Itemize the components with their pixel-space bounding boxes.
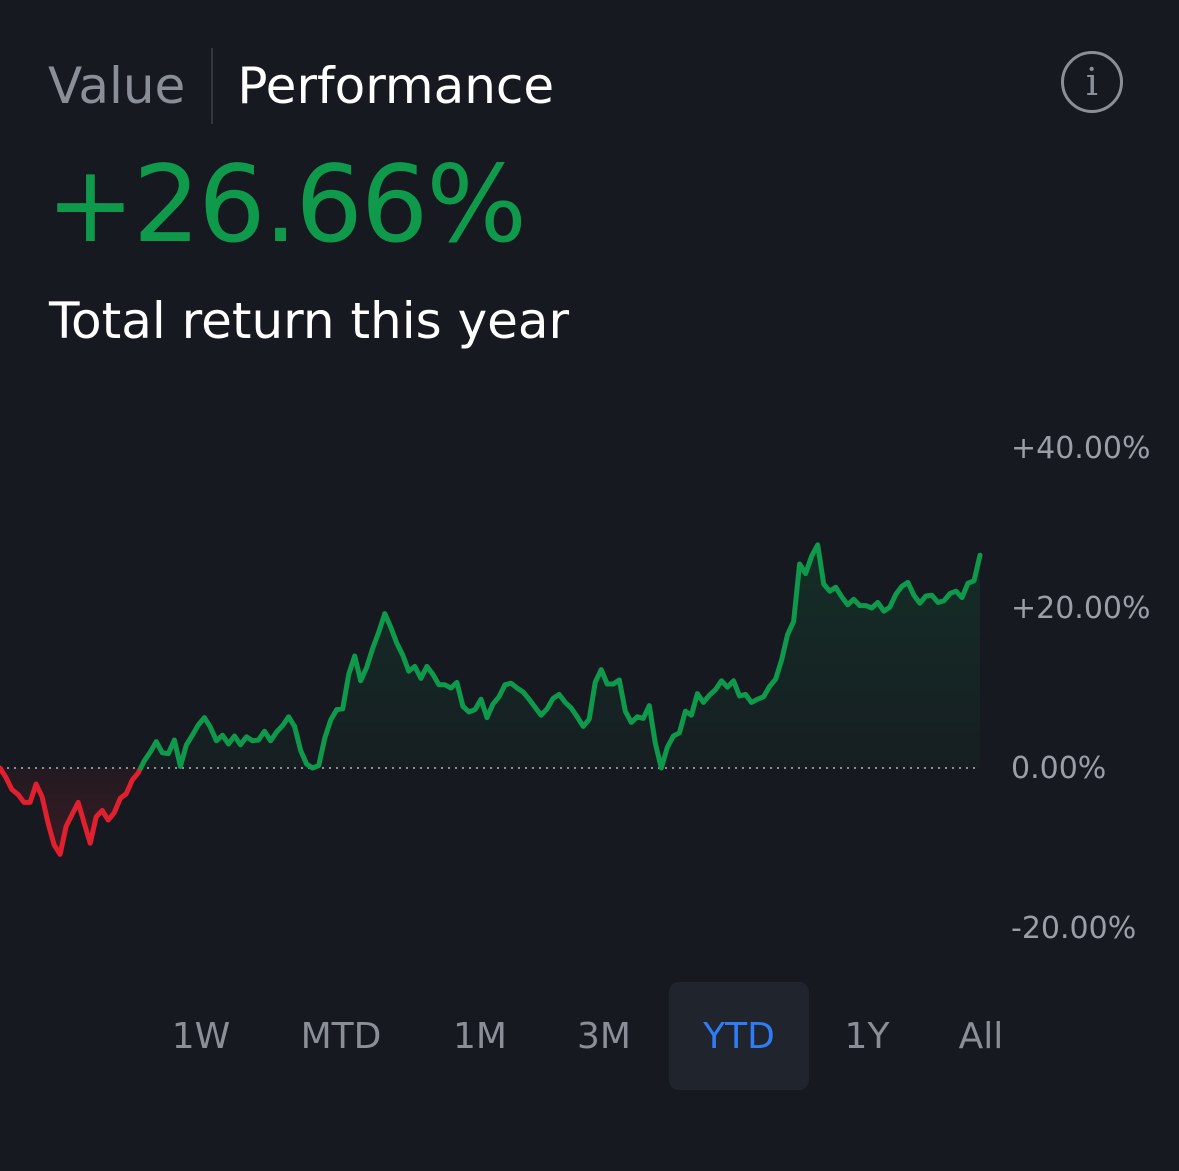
- y-tick-label: -20.00%: [1011, 911, 1136, 946]
- range-1w-button[interactable]: 1W: [172, 982, 231, 1090]
- view-tabs: Value Performance: [48, 48, 554, 124]
- y-tick-label: +20.00%: [1011, 591, 1151, 626]
- range-all-button[interactable]: All: [959, 982, 1004, 1090]
- tab-performance[interactable]: Performance: [237, 48, 554, 124]
- series-line-positive: [138, 542, 983, 771]
- total-return-caption: Total return this year: [49, 292, 570, 350]
- positive-area-fill: [0, 544, 980, 768]
- range-mtd-button[interactable]: MTD: [301, 982, 382, 1090]
- negative-area-fill: [0, 768, 980, 855]
- total-return-value: +26.66%: [46, 143, 527, 266]
- performance-chart: +40.00% +20.00% 0.00% -20.00%: [0, 431, 1151, 946]
- tab-value[interactable]: Value: [48, 48, 185, 124]
- info-circle-icon: i: [1085, 60, 1099, 104]
- range-ytd-button[interactable]: YTD: [669, 982, 809, 1090]
- range-3m-button[interactable]: 3M: [577, 982, 631, 1090]
- info-button[interactable]: i: [1061, 51, 1123, 113]
- tab-divider: [211, 48, 214, 124]
- y-tick-label: +40.00%: [1011, 431, 1151, 466]
- range-1m-button[interactable]: 1M: [453, 982, 507, 1090]
- y-tick-label: 0.00%: [1011, 751, 1106, 786]
- time-range-selector: 1W MTD 1M 3M YTD 1Y All: [0, 982, 1179, 1090]
- series-line-negative: [0, 765, 144, 857]
- range-1y-button[interactable]: 1Y: [845, 982, 890, 1090]
